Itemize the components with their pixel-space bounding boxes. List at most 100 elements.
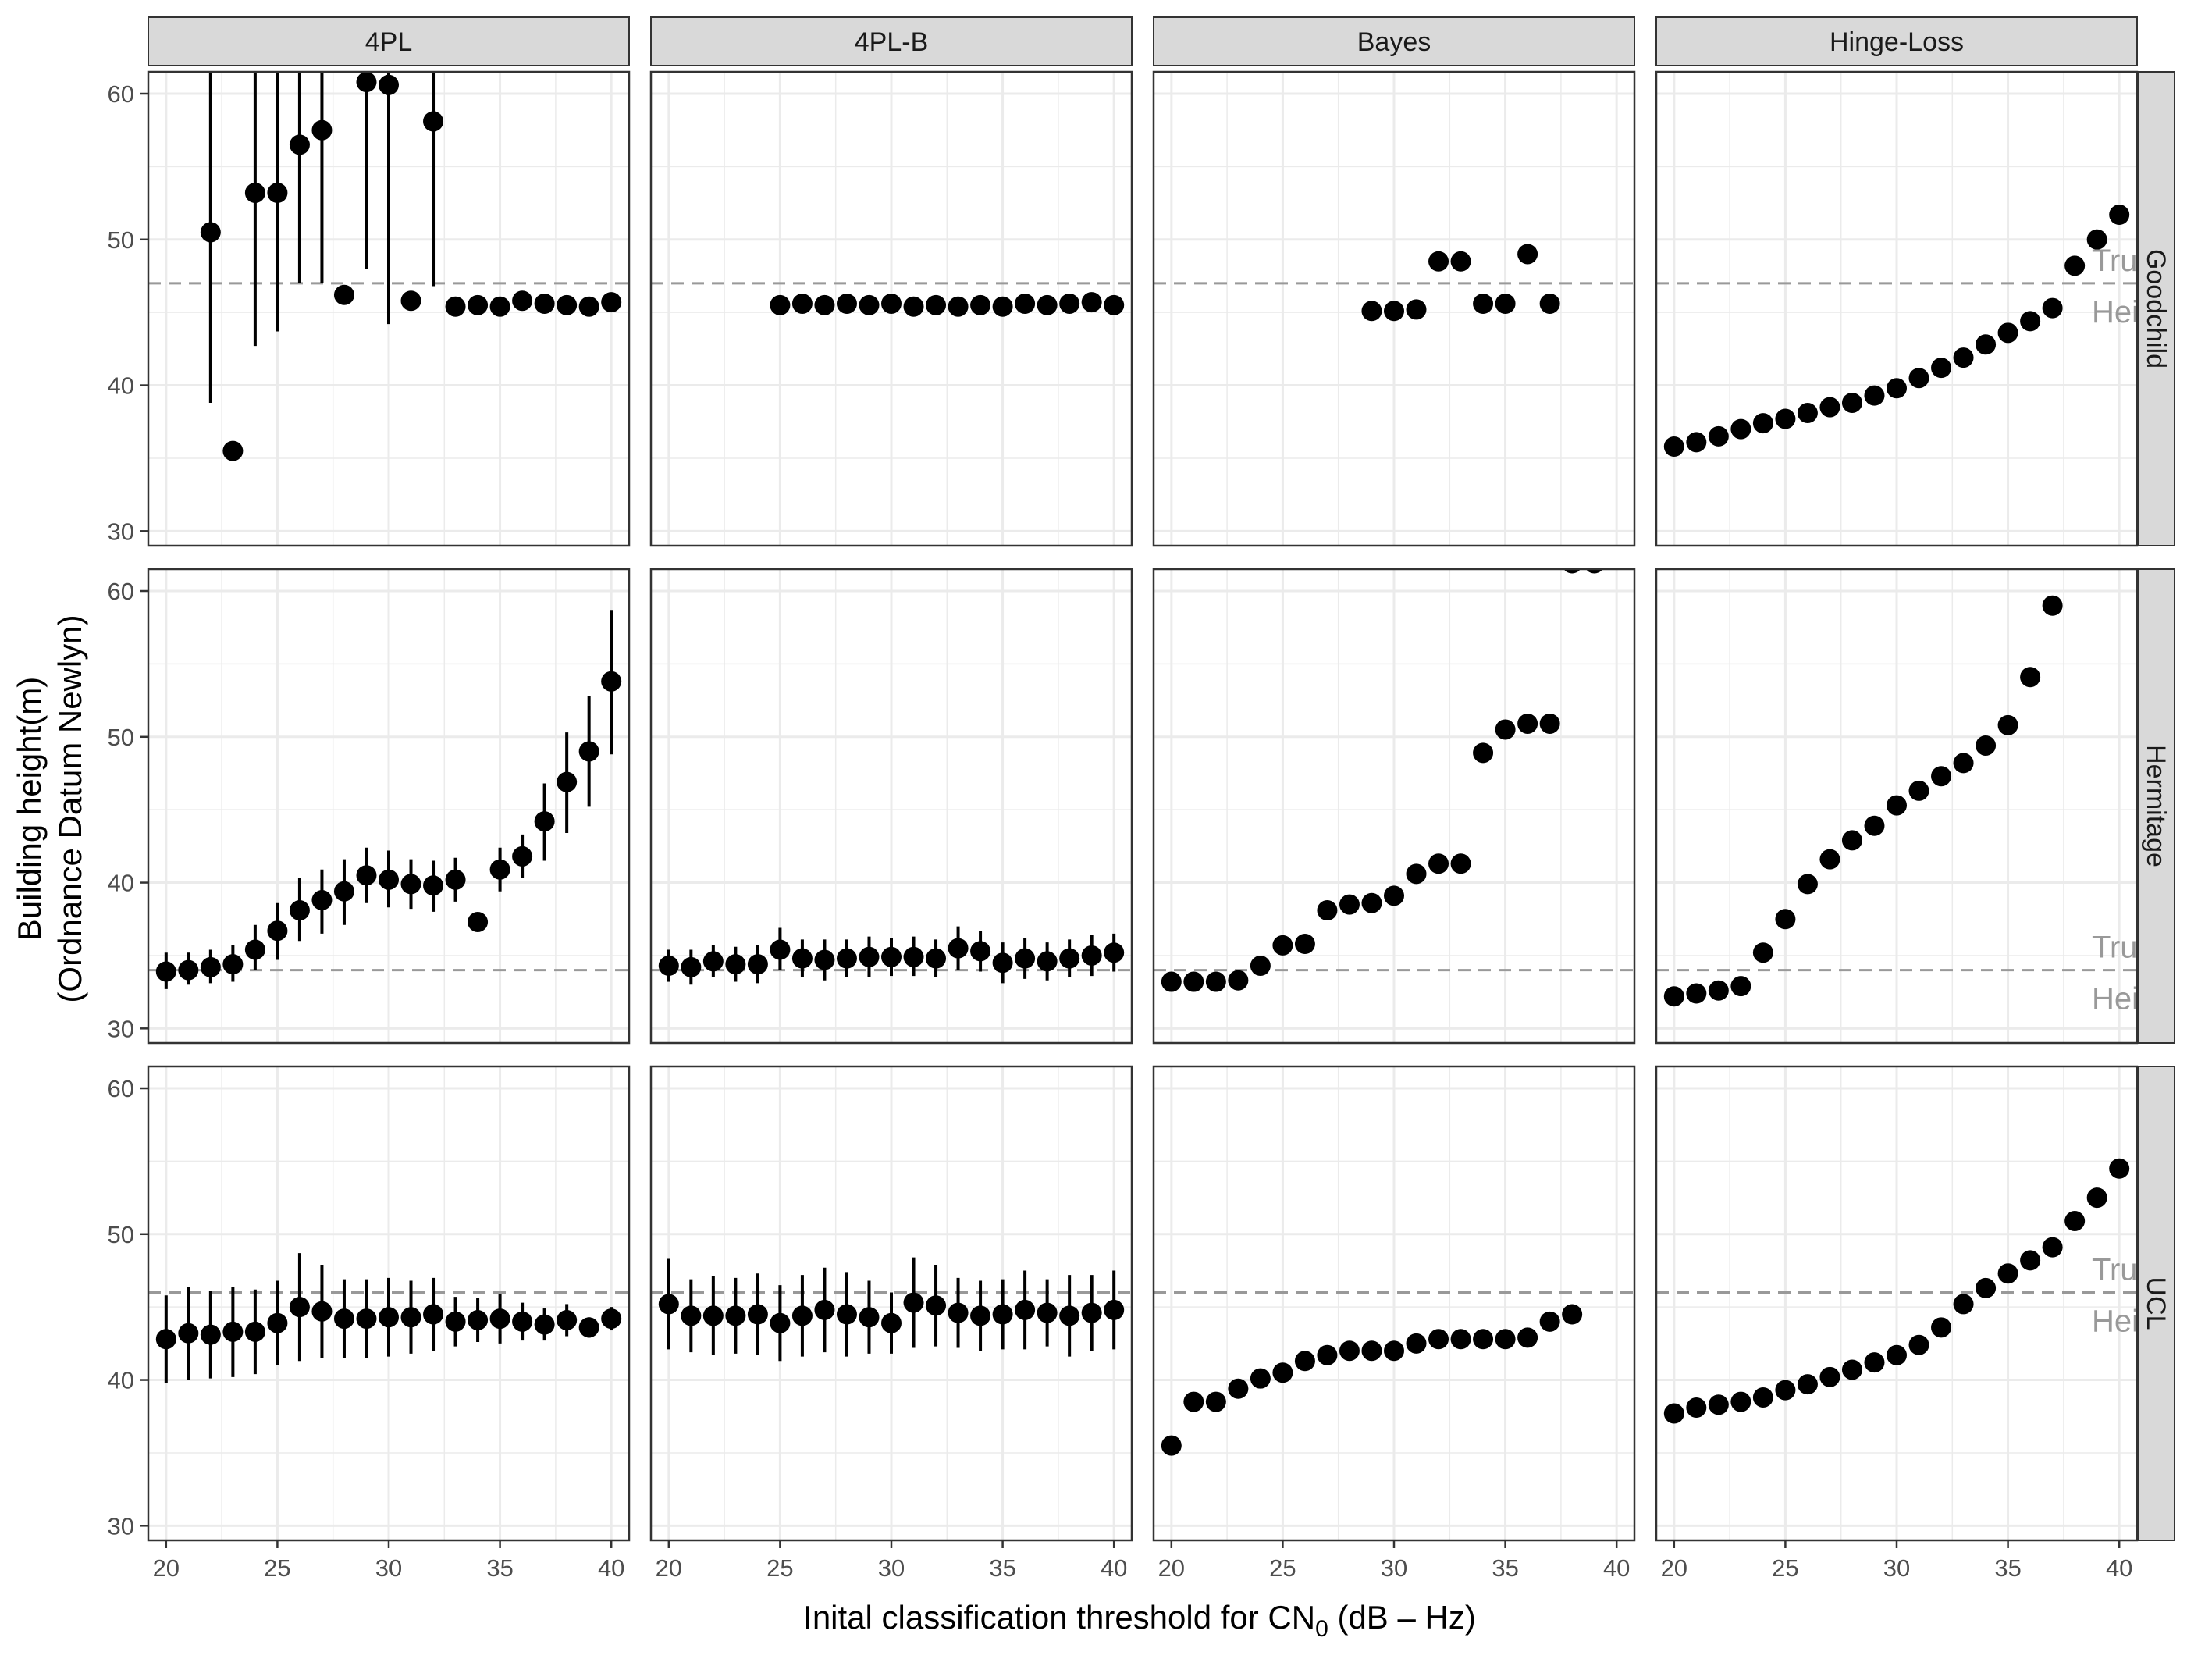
panel-border <box>147 70 631 547</box>
x-axis-title: Inital classification threshold for CN0 … <box>803 1599 1476 1642</box>
data-point <box>948 938 969 959</box>
data-point <box>267 1312 288 1333</box>
data-point <box>557 1309 578 1330</box>
panel-hermitage-hinge-loss: True Height <box>1655 568 2139 1045</box>
data-point <box>903 946 924 967</box>
data-point <box>903 296 924 317</box>
data-point <box>2109 1158 2130 1179</box>
data-point <box>1517 1327 1538 1348</box>
data-point <box>2020 667 2041 688</box>
panel-ucl-bayes: 20 25 30 35 40 <box>1152 1065 1636 1582</box>
data-point <box>557 771 578 792</box>
true-height-label-line1: True <box>2092 1252 2155 1287</box>
data-point <box>333 881 354 902</box>
data-point <box>1819 1366 1840 1387</box>
data-point <box>423 111 444 132</box>
strip-row-hermitage: Hermitage <box>2138 568 2175 1044</box>
data-point <box>2042 1237 2063 1258</box>
data-point <box>489 859 510 880</box>
data-point <box>1450 853 1471 874</box>
data-point <box>1294 933 1315 954</box>
data-point <box>1384 885 1404 906</box>
strip-background <box>650 16 1133 66</box>
data-point <box>1037 294 1058 315</box>
data-point <box>702 1305 724 1326</box>
data-point <box>1775 1380 1796 1401</box>
panel-marks <box>148 1253 629 1383</box>
panel-marks <box>651 282 1132 317</box>
y-tick-label: 50 <box>108 226 134 254</box>
data-point <box>702 951 724 972</box>
data-point <box>1081 945 1102 966</box>
x-tick-label: 35 <box>1492 1554 1518 1582</box>
data-point <box>2086 1187 2107 1209</box>
strip-row-ucl: UCL <box>2138 1066 2175 1541</box>
y-tick-label: 30 <box>108 518 134 545</box>
data-point <box>970 1305 991 1326</box>
panel-marks <box>1154 1291 1634 1456</box>
data-point <box>1953 1294 1974 1315</box>
data-point <box>1908 368 1929 389</box>
data-point <box>512 846 533 867</box>
strip-col-4pl: 4PL <box>148 16 630 66</box>
data-point <box>1997 714 2018 735</box>
strip-col-4pl-b: 4PL-B <box>650 16 1133 66</box>
data-point <box>1428 853 1449 874</box>
data-point <box>859 946 880 967</box>
data-point <box>1686 1397 1707 1419</box>
data-point <box>557 294 578 315</box>
data-point <box>1841 392 1862 413</box>
x-tick-label: 30 <box>1883 1554 1910 1582</box>
panel-marks <box>148 72 629 461</box>
data-point <box>244 183 265 204</box>
panel-marks: True Height <box>1656 1158 2182 1424</box>
data-point <box>1686 983 1707 1004</box>
data-point <box>836 948 857 969</box>
true-height-label-line2: Height <box>2092 1304 2182 1338</box>
panel-border <box>1655 70 2139 547</box>
data-point <box>1339 894 1360 915</box>
strip-background <box>2138 1066 2175 1541</box>
data-point <box>1473 742 1494 764</box>
x-tick-label: 20 <box>1158 1554 1185 1582</box>
data-point <box>1104 1299 1125 1320</box>
x-axis-title-suffix: (dB – Hz) <box>1328 1599 1476 1636</box>
data-point <box>1059 293 1080 314</box>
data-point <box>1819 849 1840 870</box>
data-point <box>1953 753 1974 774</box>
data-point <box>859 1307 880 1328</box>
data-point <box>1752 1387 1773 1408</box>
data-point <box>747 1304 768 1325</box>
data-point <box>2064 255 2086 276</box>
data-point <box>1059 1305 1080 1326</box>
y-tick-label: 50 <box>108 724 134 751</box>
y-tick-label: 60 <box>108 578 134 605</box>
data-point <box>445 1311 466 1332</box>
data-point <box>1250 956 1271 977</box>
data-point <box>379 869 399 890</box>
data-point <box>1708 1394 1729 1415</box>
data-point <box>1539 1311 1560 1332</box>
data-point <box>1015 1299 1036 1320</box>
panel-border <box>147 568 631 1045</box>
data-point <box>791 1305 813 1326</box>
panel-hermitage-4pl-b <box>649 568 1133 1045</box>
data-point <box>1775 408 1796 429</box>
panel-border <box>649 568 1133 1045</box>
data-point <box>1953 347 1974 368</box>
data-point <box>948 296 969 317</box>
data-point <box>578 741 599 762</box>
data-point <box>222 440 244 461</box>
data-point <box>1775 909 1796 930</box>
data-point <box>200 956 221 977</box>
data-point <box>836 1304 857 1325</box>
data-point <box>601 1308 622 1330</box>
data-point <box>1473 293 1494 314</box>
y-axis-title-line1: Building height(m) <box>11 677 48 942</box>
data-point <box>1663 1403 1684 1424</box>
data-point <box>267 920 288 942</box>
y-axis-title-line2: (Ordnance Datum Newlyn) <box>52 614 88 1002</box>
data-point <box>200 222 221 243</box>
data-point <box>1183 971 1204 992</box>
panel-marks <box>651 1257 1132 1362</box>
